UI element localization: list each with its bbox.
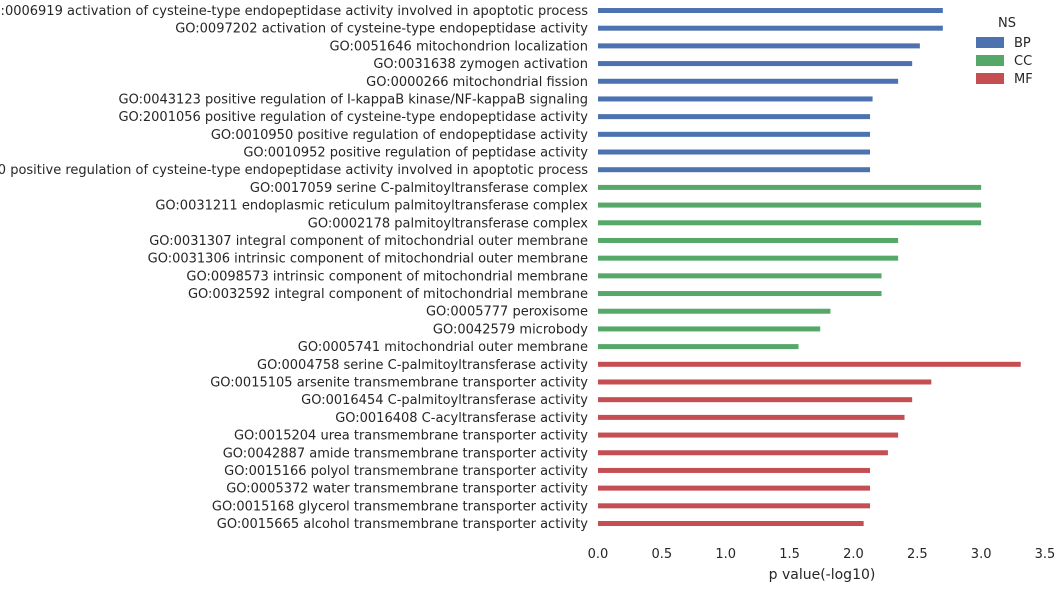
x-tick-label: 1.0 xyxy=(715,547,736,562)
category-label: GO:2001056 positive regulation of cystei… xyxy=(118,110,588,125)
category-label: GO:0031306 intrinsic component of mitoch… xyxy=(148,252,588,267)
category-label: GO:0042887 amide transmembrane transport… xyxy=(223,446,589,461)
category-label: GO:0000266 mitochondrial fission xyxy=(366,75,588,90)
legend-swatch-cc xyxy=(976,55,1004,66)
category-label: GO:0015166 polyol transmembrane transpor… xyxy=(224,464,588,479)
bar xyxy=(598,503,871,509)
category-label: GO:0015105 arsenite transmembrane transp… xyxy=(210,375,588,390)
category-label: GO:0031638 zymogen activation xyxy=(373,57,588,72)
x-tick-label: 3.0 xyxy=(971,547,992,562)
bar xyxy=(598,344,799,350)
bar xyxy=(598,114,871,120)
category-label: GO:0016408 C-acyltransferase activity xyxy=(335,411,588,426)
x-axis-ticks: 0.0 0.5 1.0 1.5 2.0 2.5 3.0 3.5 xyxy=(588,547,1056,562)
x-tick-label: 0.0 xyxy=(588,547,609,562)
legend-label-mf: MF xyxy=(1014,72,1033,87)
category-labels: GO:0006919 activation of cysteine-type e… xyxy=(0,4,588,532)
bars-layer xyxy=(598,8,1021,527)
bar xyxy=(598,202,982,208)
bar xyxy=(598,78,899,84)
x-tick-label: 1.5 xyxy=(779,547,800,562)
bar xyxy=(598,432,899,438)
category-label: GO:0005372 water transmembrane transport… xyxy=(226,482,588,497)
category-label: GO:0010950 positive regulation of endope… xyxy=(211,128,588,143)
bar xyxy=(598,485,871,491)
bar xyxy=(598,8,943,13)
bar xyxy=(598,131,871,137)
category-label: GO:0031307 integral component of mitocho… xyxy=(149,234,588,249)
category-label: GO:0015665 alcohol transmembrane transpo… xyxy=(217,517,589,532)
category-label: GO:0015168 glycerol transmembrane transp… xyxy=(212,499,588,514)
bar xyxy=(598,379,932,385)
category-label: GO:0005741 mitochondrial outer membrane xyxy=(298,340,588,355)
bar xyxy=(598,361,1021,367)
category-label: GO:0017059 serine C-palmitoyltransferase… xyxy=(250,181,588,196)
category-label: GO:0005777 peroxisome xyxy=(426,305,588,320)
bar xyxy=(598,450,888,456)
bar xyxy=(598,255,899,261)
bar xyxy=(598,149,871,155)
category-label: GO:0006919 activation of cysteine-type e… xyxy=(0,4,588,19)
legend-swatch-bp xyxy=(976,37,1004,48)
bar xyxy=(598,25,943,31)
category-label: GO:0016454 C-palmitoyltransferase activi… xyxy=(301,393,588,408)
category-label: GO:0015204 urea transmembrane transporte… xyxy=(234,429,588,444)
bar xyxy=(598,326,821,332)
bar xyxy=(598,414,905,420)
category-label: GO:0043280 positive regulation of cystei… xyxy=(0,163,588,178)
category-label: GO:0004758 serine C-palmitoyltransferase… xyxy=(257,358,588,373)
bar xyxy=(598,273,882,279)
category-label: GO:0051646 mitochondrion localization xyxy=(329,39,588,54)
category-label: GO:0098573 intrinsic component of mitoch… xyxy=(186,269,588,284)
bar xyxy=(598,467,871,473)
legend-label-bp: BP xyxy=(1014,36,1031,51)
x-tick-label: 2.0 xyxy=(843,547,864,562)
category-label: GO:0010952 positive regulation of peptid… xyxy=(243,146,588,161)
bar xyxy=(598,521,864,527)
bar xyxy=(598,96,873,102)
category-label: GO:0043123 positive regulation of I-kapp… xyxy=(119,92,588,107)
bar xyxy=(598,184,982,190)
bar xyxy=(598,220,982,226)
bar xyxy=(598,43,920,49)
bar xyxy=(598,291,882,297)
bar xyxy=(598,61,913,67)
x-tick-label: 0.5 xyxy=(652,547,673,562)
bar xyxy=(598,167,871,173)
bar xyxy=(598,397,913,403)
category-label: GO:0002178 palmitoyltransferase complex xyxy=(308,216,589,231)
legend-title: NS xyxy=(998,16,1016,31)
category-label: GO:0042579 microbody xyxy=(433,322,588,337)
category-label: GO:0032592 integral component of mitocho… xyxy=(188,287,588,302)
legend-swatch-mf xyxy=(976,73,1004,84)
category-label: GO:0031211 endoplasmic reticulum palmito… xyxy=(155,199,588,214)
legend: NS BP CC MF xyxy=(976,16,1033,87)
legend-label-cc: CC xyxy=(1014,54,1032,69)
category-label: GO:0097202 activation of cysteine-type e… xyxy=(175,22,588,37)
x-tick-label: 2.5 xyxy=(907,547,928,562)
bar xyxy=(598,237,899,243)
x-axis-label: p value(-log10) xyxy=(769,567,876,583)
bar xyxy=(598,308,831,314)
x-tick-label: 3.5 xyxy=(1035,547,1056,562)
